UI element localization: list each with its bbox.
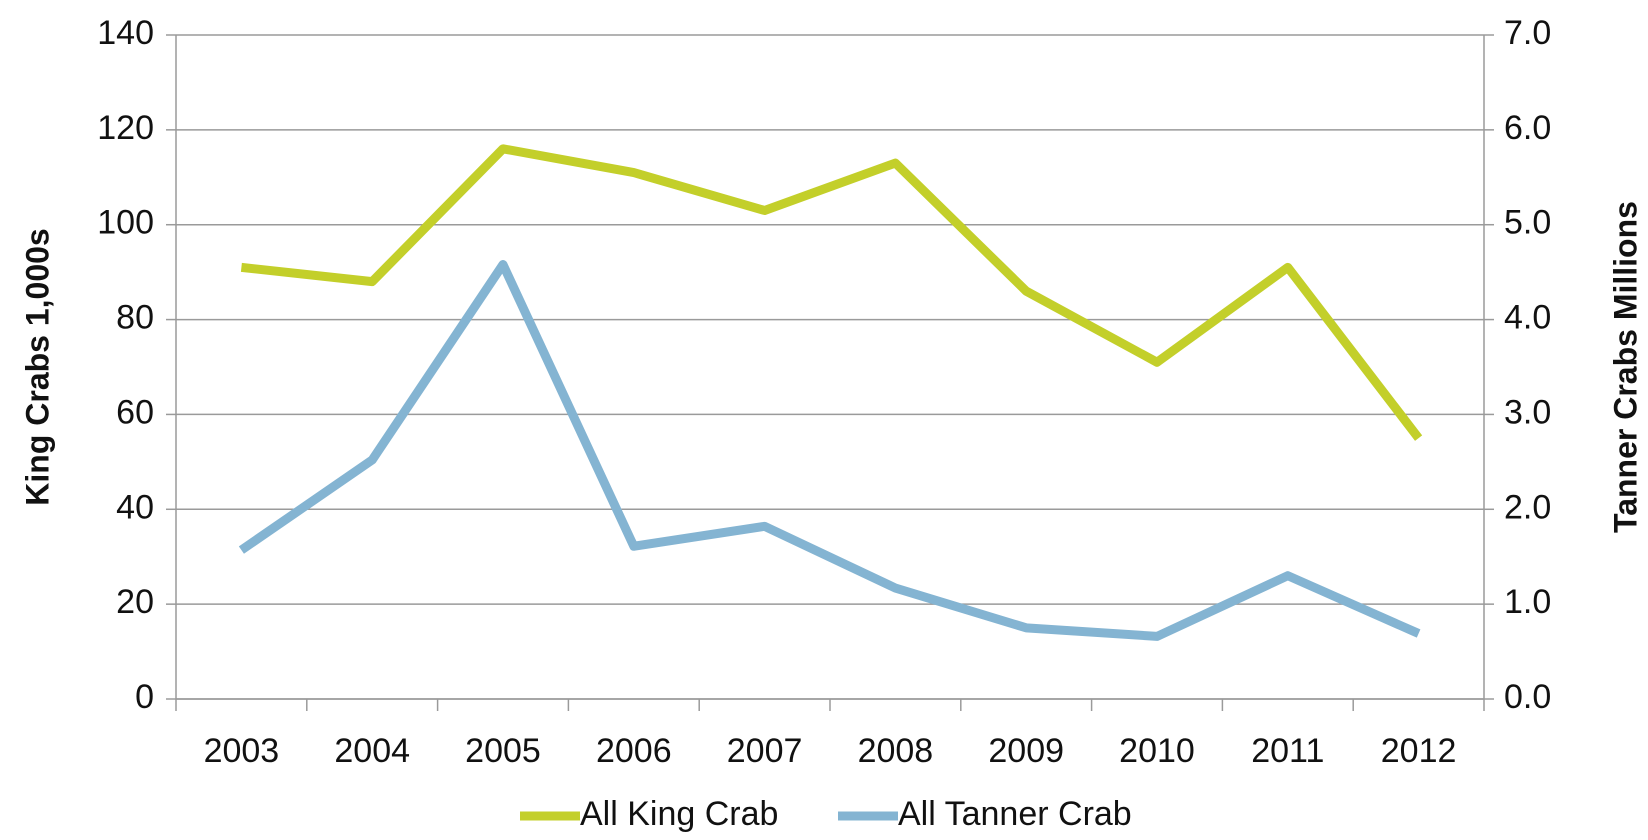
- y2-tick-label: 6.0: [1504, 109, 1551, 147]
- x-tick-label: 2005: [465, 732, 541, 770]
- line-series: [238, 260, 1421, 641]
- y2-tick-label: 4.0: [1504, 299, 1551, 337]
- x-tick-label: 2010: [1119, 732, 1195, 770]
- x-tick-label: 2007: [727, 732, 803, 770]
- y2-axis-title: Tanner Crabs Millions: [1607, 201, 1643, 533]
- y-tick-label: 20: [116, 583, 154, 621]
- x-tick-label: 2003: [204, 732, 280, 770]
- y-tick-label: 40: [116, 488, 154, 526]
- y2-tick-label: 7.0: [1504, 14, 1551, 52]
- legend-label: All King Crab: [580, 795, 778, 833]
- x-tick-label: 2008: [858, 732, 934, 770]
- y-tick-label: 140: [97, 14, 154, 52]
- x-tick-label: 2006: [596, 732, 672, 770]
- y2-tick-label: 3.0: [1504, 393, 1551, 431]
- y2-tick-label: 0.0: [1504, 678, 1551, 716]
- y-tick-label: 100: [97, 204, 154, 242]
- y-tick-label: 120: [97, 109, 154, 147]
- x-tick-label: 2011: [1251, 732, 1324, 770]
- y2-tick-label: 5.0: [1504, 204, 1551, 242]
- y2-tick-label: 2.0: [1504, 488, 1551, 526]
- legend-label: All Tanner Crab: [898, 795, 1132, 833]
- y-axis-title: King Crabs 1,000s: [19, 228, 55, 505]
- x-tick-label: 2004: [334, 732, 410, 770]
- y-tick-label: 80: [116, 299, 154, 337]
- y-tick-label: 60: [116, 393, 154, 431]
- x-tick-label: 2009: [988, 732, 1064, 770]
- line-series: [240, 144, 1423, 441]
- x-tick-label: 2012: [1381, 732, 1457, 770]
- y2-tick-label: 1.0: [1504, 583, 1551, 621]
- y-tick-label: 0: [135, 678, 154, 716]
